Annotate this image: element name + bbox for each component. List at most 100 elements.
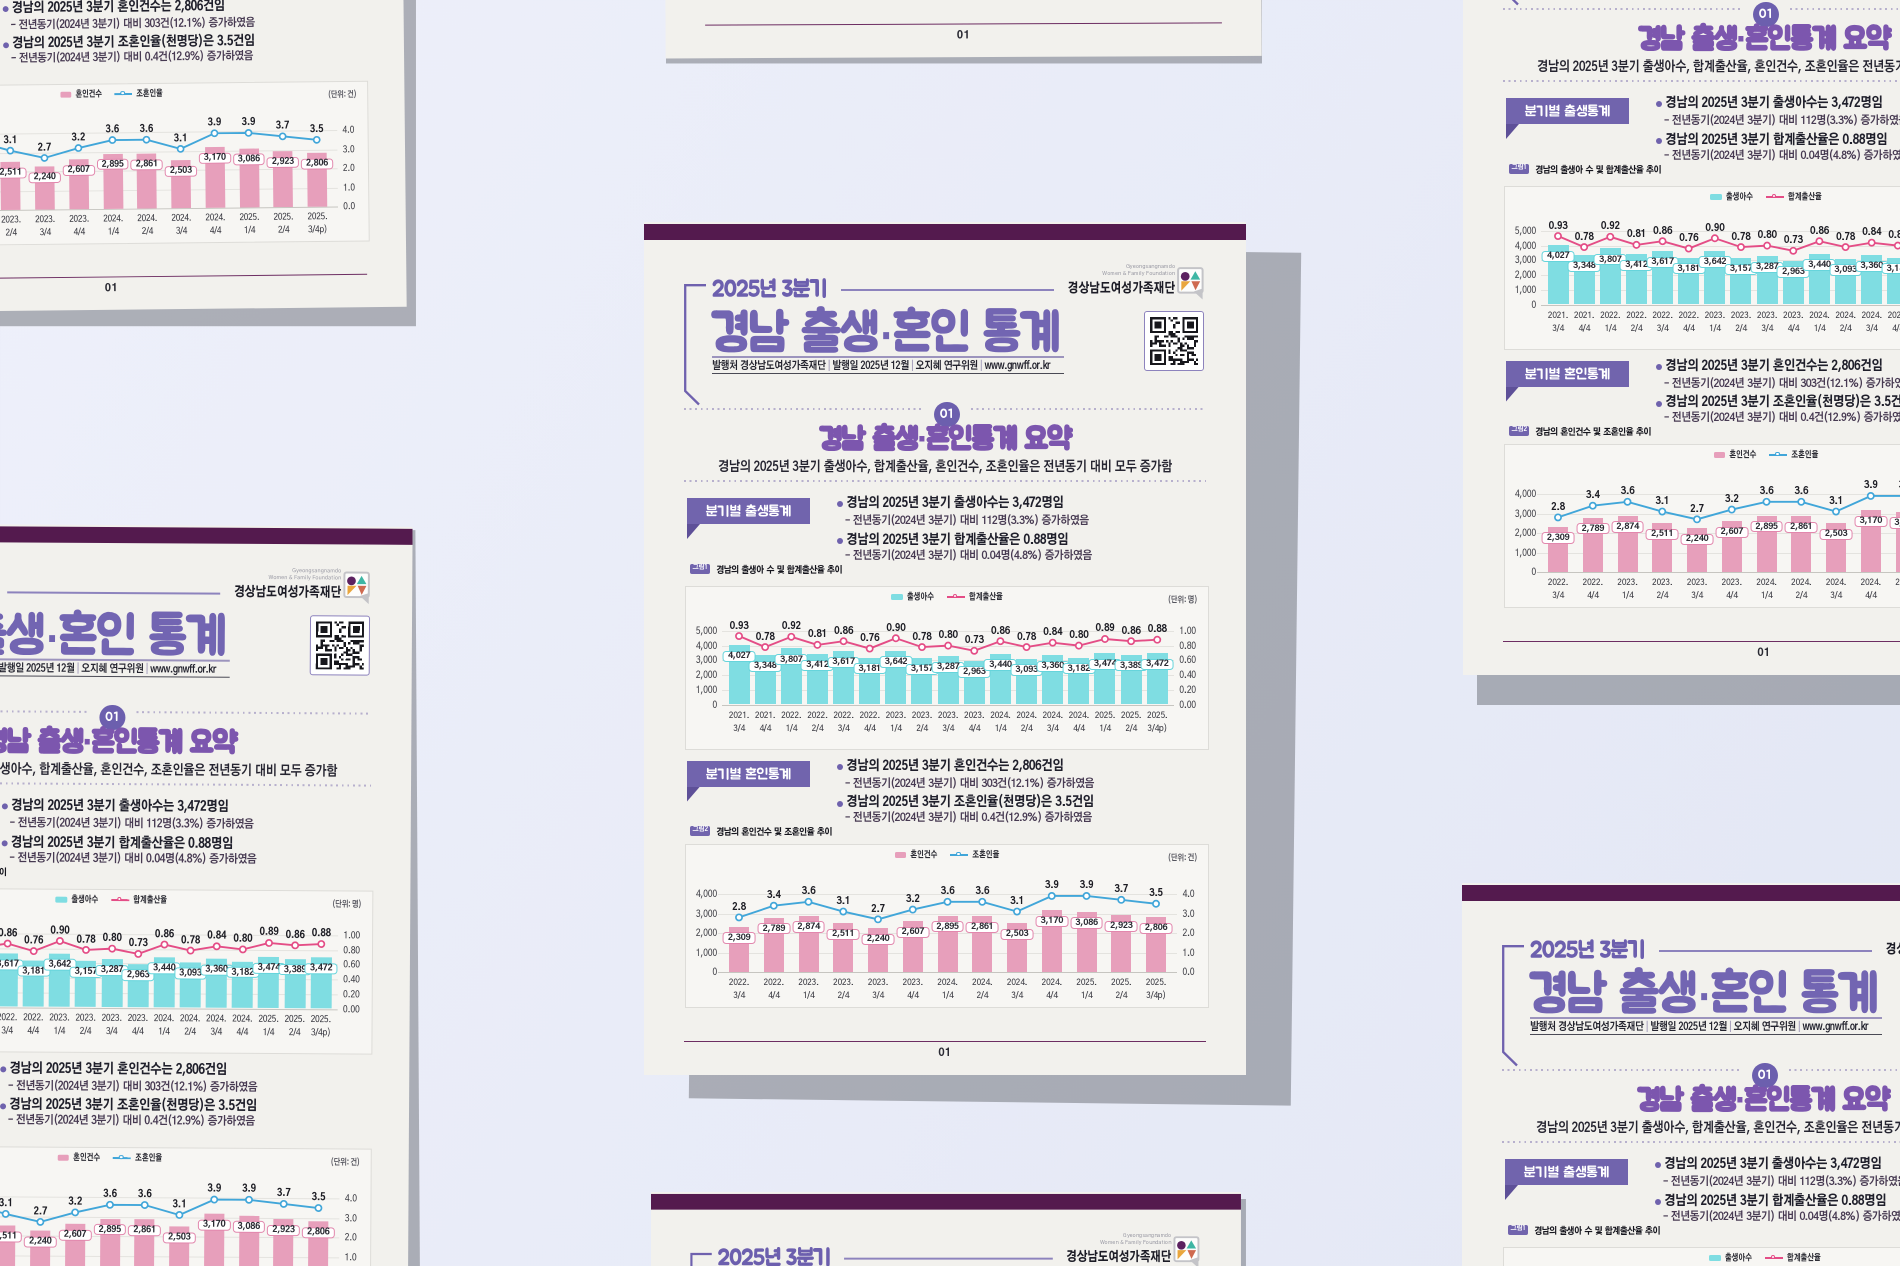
line-value-label: 0.86 xyxy=(990,625,1010,636)
qr-code xyxy=(309,615,371,676)
y-axis-tick-left: 1,000 xyxy=(695,684,717,695)
chart-unit-label: (단위: 건) xyxy=(1167,854,1197,863)
logo-korean-text: 경상남도여성가족재단 xyxy=(1067,283,1176,296)
birth-bullet-1: 경남의 2025년 3분기 출생아수는 3,472명임 xyxy=(846,496,1064,511)
bar-value-label: 3,642 xyxy=(1698,256,1732,268)
line-value-label: 0.88 xyxy=(311,928,331,939)
y-axis-tick-left: 2,000 xyxy=(1514,528,1536,539)
bar-value-label: 3,086 xyxy=(1889,517,1900,529)
figure2-title: 경남의 혼인건수 및 조혼인율 추이 xyxy=(1535,426,1651,437)
tab-marriage-tail xyxy=(1506,386,1519,402)
category-label: 2021. 3/4 xyxy=(1547,309,1569,333)
bullet-dot xyxy=(836,800,843,807)
birth-sub-2: – 전년동기(2024년 3분기) 대비 0.04명(4.8%) 증가하였음 xyxy=(1664,150,1900,162)
category-label: 2024. 2/4 xyxy=(972,976,993,1000)
category-label: 2024. 1/4 xyxy=(1809,309,1830,333)
category-label: 2023. 1/4 xyxy=(1704,309,1726,333)
marriage-sub-1: – 전년동기(2024년 3분기) 대비 303건(12.1%) 증가하였음 xyxy=(1664,378,1900,390)
category-label: 2024. 3/4 xyxy=(1006,976,1028,1000)
bar-value-label: 2,607 xyxy=(896,926,930,938)
bar-value-label: 3,807 xyxy=(774,653,808,666)
publisher-info: 발행처 경상남도여성가족재단|발행일 2025년 12월|오지혜 연구위원|ww… xyxy=(1530,1020,1869,1033)
line-value-label: 0.78 xyxy=(1731,231,1751,242)
bar-value-label: 2,806 xyxy=(300,158,334,170)
publisher-part: 발행처 경상남도여성가족재단 xyxy=(1530,1021,1644,1033)
publisher-part: www.gnwff.or.kr xyxy=(150,663,216,676)
legend-line-marker xyxy=(953,593,958,599)
header-bracket-decoration xyxy=(1511,0,1519,6)
bar-value-label: 2,923 xyxy=(1104,920,1138,932)
line-value-label: 0.78 xyxy=(1835,231,1856,242)
marriage-sub-2: – 전년동기(2024년 3분기) 대비 0.4건(12.9%) 증가하였음 xyxy=(7,1115,255,1128)
category-label: 2024.4/4 xyxy=(1887,309,1900,333)
bar-value-label: 2,511 xyxy=(0,1230,22,1243)
marriage-bullet-2: 경남의 2025년 3분기 조혼인율(천명당)은 3.5건임 xyxy=(1665,396,1900,410)
legend-line-icon xyxy=(946,593,965,601)
tab-birth-stats: 분기별 출생통계 xyxy=(687,498,810,524)
line-value-label: 0.81 xyxy=(807,629,827,640)
y-axis-tick-left: 4,000 xyxy=(695,889,717,900)
bullet-dot xyxy=(2,41,9,48)
section-divider-dots-left xyxy=(1503,7,1741,10)
birth-bullet-1: 경남의 2025년 3분기 출생아수는 3,472명임 xyxy=(10,799,229,814)
bar-value-label: 2,503 xyxy=(1000,928,1034,940)
legend-line-marker xyxy=(1771,1254,1776,1260)
bar-value-label: 2,240 xyxy=(28,171,61,184)
line-value-label: 0.84 xyxy=(1862,227,1882,238)
section-summary: 경남의 2025년 3분기 출생아수, 합계출산율, 혼인건수, 조혼인율은 전… xyxy=(1536,60,1900,75)
legend-line-label: 합계출산율 xyxy=(968,592,1003,602)
bar-value-label: 3,472 xyxy=(304,963,338,975)
category-label: 2023. 2/4 xyxy=(911,709,933,733)
chart-line xyxy=(735,892,1160,924)
line-value-label: 3.9 xyxy=(1044,880,1059,891)
category-label: 2024. 2/4 xyxy=(1791,576,1812,600)
line-value-label: 3.2 xyxy=(905,894,920,905)
y-axis-tick-left: 0 xyxy=(1531,299,1536,310)
line-value-label: 2.8 xyxy=(1551,501,1565,512)
category-label: 2023. 3/4 xyxy=(937,709,959,733)
logo-korean-text: 경상남도여성가족재단 xyxy=(233,586,342,601)
marriage-sub-2: – 전년동기(2024년 3분기) 대비 0.4건(12.9%) 증가하였음 xyxy=(845,812,1092,824)
y-axis-tick-right: 0.80 xyxy=(1179,640,1196,651)
chart-legend: 혼인건수 조혼인율 xyxy=(686,850,1208,860)
foundation-logo-icon xyxy=(1172,1235,1199,1266)
publisher-separator: | xyxy=(1645,1021,1649,1033)
publisher-rule-top xyxy=(1530,1017,1882,1019)
line-value-label: 0.73 xyxy=(964,635,984,646)
line-value-label: 0.78 xyxy=(1574,231,1594,242)
category-label: 2023. 3/4 xyxy=(1686,576,1708,600)
legend-line-marker xyxy=(956,851,961,857)
line-value-label: 3.7 xyxy=(1114,884,1129,895)
bar-value-label: 3,348 xyxy=(1567,260,1601,272)
birth-sub-1: – 전년동기(2024년 3분기) 대비 112명(3.3%) 증가하였음 xyxy=(9,818,254,831)
line-value-label: 0.76 xyxy=(860,633,880,644)
summary-divider-dots xyxy=(1503,79,1900,82)
page-number: 01 xyxy=(956,30,970,41)
line-value-label: 0.92 xyxy=(1600,221,1620,232)
bar-value-label: 2,806 xyxy=(1139,922,1173,934)
chart-legend: 출생아수 합계출산율 xyxy=(1505,192,1900,202)
line-value-label: 3.1 xyxy=(1010,896,1024,907)
line-value-label: 3.4 xyxy=(766,890,781,901)
category-label: 2024. 3/4 xyxy=(1042,709,1063,733)
page-instance-center: 2025년 3분기 Gyeongsangnamdo Women & Family … xyxy=(644,222,1302,1106)
bar-value-label: 4,027 xyxy=(1541,250,1575,262)
bar-value-label: 3,182 xyxy=(1881,263,1900,275)
category-label: 2022. 3/4 xyxy=(1547,576,1569,600)
category-label: 2023. 1/4 xyxy=(798,976,819,1000)
page-instance-bottom-center: 2025년 3분기 Gyeongsangnamdo Women & Family … xyxy=(650,1191,1253,1266)
line-value-label: 2.7 xyxy=(1690,503,1704,514)
line-value-label: 3.9 xyxy=(1863,480,1878,491)
bar-value-label: 3,181 xyxy=(1672,263,1706,275)
birth-bullet-2: 경남의 2025년 3분기 합계출산율은 0.88명임 xyxy=(10,836,233,851)
category-label: 2021. 4/4 xyxy=(1573,309,1595,333)
tab-birth-tail xyxy=(1505,1185,1518,1200)
line-value-label: 2.8 xyxy=(732,901,746,912)
logo-korean-text: 경상남도여성가족재단 xyxy=(1885,944,1900,957)
category-label: 2022. 4/4 xyxy=(1582,576,1604,600)
section-divider-dots-left xyxy=(1502,1068,1740,1071)
